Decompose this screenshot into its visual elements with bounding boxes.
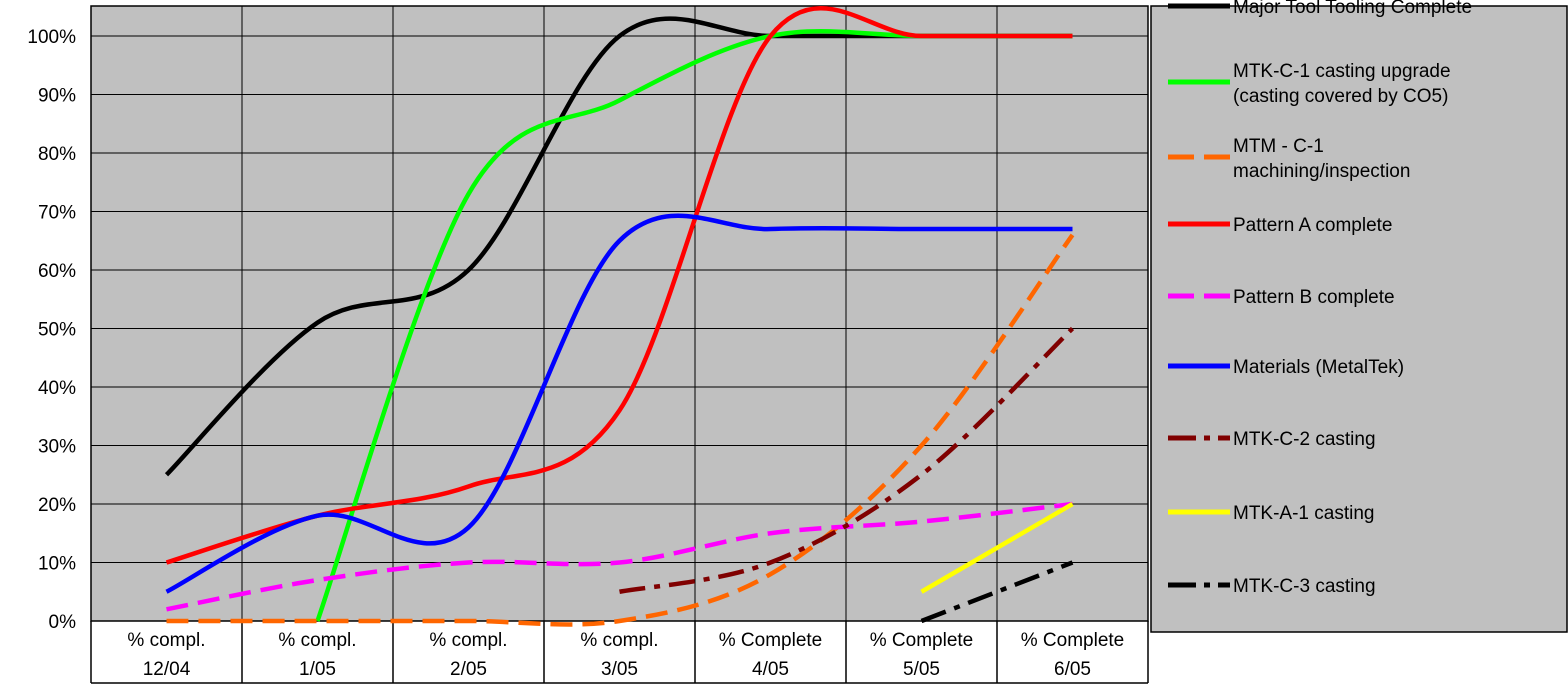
legend-label: MTK-A-1 casting <box>1233 503 1374 524</box>
y-tick-label: 60% <box>38 261 76 282</box>
series-5-line <box>166 501 1073 612</box>
series-6-line <box>165 213 1073 594</box>
legend-item: Pattern B complete <box>1168 287 1395 308</box>
legend-label: Pattern A complete <box>1233 215 1393 236</box>
x-category-label: % compl. <box>429 630 507 651</box>
y-tick-label: 30% <box>38 437 76 458</box>
legend-item: Pattern A complete <box>1168 215 1393 236</box>
legend-label: MTK-C-3 casting <box>1233 576 1376 597</box>
legend-item: MTK-C-2 casting <box>1168 429 1376 450</box>
y-tick-label: 0% <box>49 612 77 633</box>
series-7-line <box>619 326 1075 594</box>
legend-item: MTK-C-3 casting <box>1168 576 1376 597</box>
x-category-label: % compl. <box>580 630 658 651</box>
x-category-label: 2/05 <box>450 659 487 680</box>
x-category-label: % compl. <box>127 630 205 651</box>
legend: Major Tool Tooling Complete MTK-C-1 casti… <box>1168 0 1472 597</box>
x-category-label: % compl. <box>278 630 356 651</box>
x-axis-category-table: % compl. 12/04 % compl. 1/05 % compl. 2/05 % c… <box>90 621 1149 684</box>
x-category-label: 4/05 <box>752 659 789 680</box>
legend-label: MTK-C-1 casting upgrade <box>1233 61 1451 82</box>
legend-item: MTM - C-1 machining/inspection <box>1168 136 1410 182</box>
legend-box <box>1150 5 1568 633</box>
y-tick-label: 40% <box>38 378 76 399</box>
x-category-label: % Complete <box>1021 630 1125 651</box>
y-tick-label: 90% <box>38 86 76 107</box>
legend-label: Pattern B complete <box>1233 287 1395 308</box>
y-tick-label: 80% <box>38 144 76 165</box>
series-3-line <box>166 233 1075 627</box>
plot-area <box>90 5 1149 622</box>
legend-item: MTK-C-1 casting upgrade (casting covered … <box>1168 61 1451 107</box>
x-category-label: % Complete <box>719 630 823 651</box>
x-category-label: 12/04 <box>143 659 191 680</box>
y-tick-label: 70% <box>38 203 76 224</box>
x-category-label: 1/05 <box>299 659 336 680</box>
legend-label: MTK-C-2 casting <box>1233 429 1376 450</box>
y-tick-label: 100% <box>27 27 76 48</box>
y-tick-label: 20% <box>38 495 76 516</box>
legend-label: (casting covered by CO5) <box>1233 86 1448 107</box>
legend-label: Materials (MetalTek) <box>1233 357 1404 378</box>
legend-label: MTM - C-1 <box>1233 136 1324 157</box>
legend-item: Major Tool Tooling Complete <box>1168 0 1472 18</box>
y-tick-label: 10% <box>38 554 76 575</box>
legend-label: Major Tool Tooling Complete <box>1233 0 1472 18</box>
x-category-label: % Complete <box>870 630 974 651</box>
series-lines <box>164 6 1075 627</box>
series-8-line <box>920 502 1074 594</box>
y-tick-label: 50% <box>38 320 76 341</box>
x-category-label: 3/05 <box>601 659 638 680</box>
legend-label: machining/inspection <box>1233 161 1410 182</box>
x-category-label: 6/05 <box>1054 659 1091 680</box>
x-category-label: 5/05 <box>903 659 940 680</box>
y-axis-ticks: 0% 10% 20% 30% 40% 50% 60% 70% 80% 90% 100% <box>27 27 76 633</box>
legend-item: Materials (MetalTek) <box>1168 357 1404 378</box>
legend-item: MTK-A-1 casting <box>1168 503 1374 524</box>
